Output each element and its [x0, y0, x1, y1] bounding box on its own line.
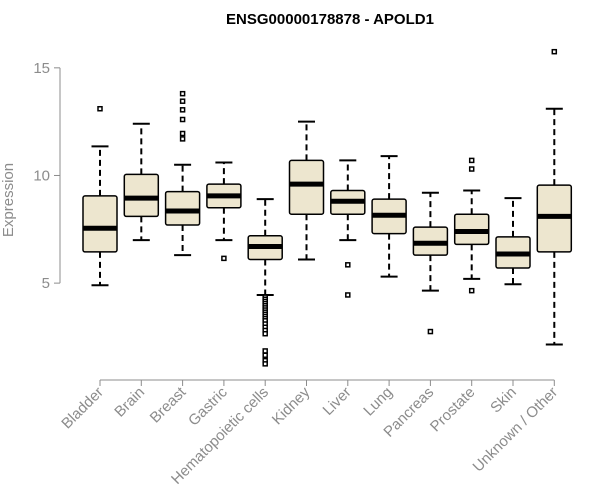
box-prostate	[453, 157, 490, 294]
outlier-point	[262, 330, 268, 337]
box-gastric	[206, 161, 242, 262]
y-tick-label: 15	[33, 60, 50, 77]
outlier-point	[179, 136, 186, 142]
outlier-point	[97, 105, 103, 112]
box-kidney	[288, 120, 325, 261]
outlier-point	[345, 262, 351, 268]
box-iqr	[82, 195, 118, 253]
box-skin	[495, 197, 531, 286]
x-tick-label: Bladder	[58, 384, 107, 433]
box-hematopoietic-cells	[247, 198, 283, 367]
box-iqr	[123, 173, 160, 218]
outlier-point	[262, 361, 268, 367]
x-tick-label: Kidney	[269, 383, 314, 428]
x-tick-label: Brain	[111, 384, 148, 421]
box-pancreas	[412, 191, 449, 335]
outlier-point	[345, 292, 351, 298]
x-tick-label: Lung	[360, 384, 396, 420]
outlier-point	[468, 157, 475, 164]
box-breast	[164, 90, 201, 257]
box-iqr	[288, 159, 325, 215]
box-liver	[330, 159, 366, 298]
x-tick-label: Skin	[487, 384, 520, 417]
y-tick-label: 5	[42, 275, 50, 292]
x-tick-label: Liver	[320, 384, 355, 419]
outlier-point	[179, 90, 186, 97]
outlier-point	[262, 348, 268, 354]
x-tick-label: Breast	[147, 383, 190, 426]
y-axis-label: Expression	[0, 163, 17, 237]
boxes-group	[82, 48, 573, 367]
outlier-point	[551, 48, 558, 55]
outlier-point	[221, 255, 227, 262]
box-unknown-other	[536, 48, 573, 346]
x-tick-label: Prostate	[427, 384, 479, 436]
box-lung	[371, 155, 407, 278]
y-axis: 5 10 15	[33, 60, 61, 292]
box-iqr	[164, 190, 201, 226]
box-bladder	[82, 105, 118, 287]
outlier-point	[179, 107, 186, 113]
y-tick-label: 10	[33, 167, 50, 184]
outlier-point	[179, 130, 186, 137]
outlier-point	[468, 166, 475, 172]
chart-title: ENSG00000178878 - APOLD1	[226, 11, 434, 28]
box-brain	[123, 122, 160, 242]
outlier-point	[179, 116, 186, 123]
outlier-point	[427, 328, 434, 335]
outlier-point	[468, 287, 475, 294]
outlier-point	[179, 98, 186, 104]
outlier-point	[262, 352, 268, 358]
